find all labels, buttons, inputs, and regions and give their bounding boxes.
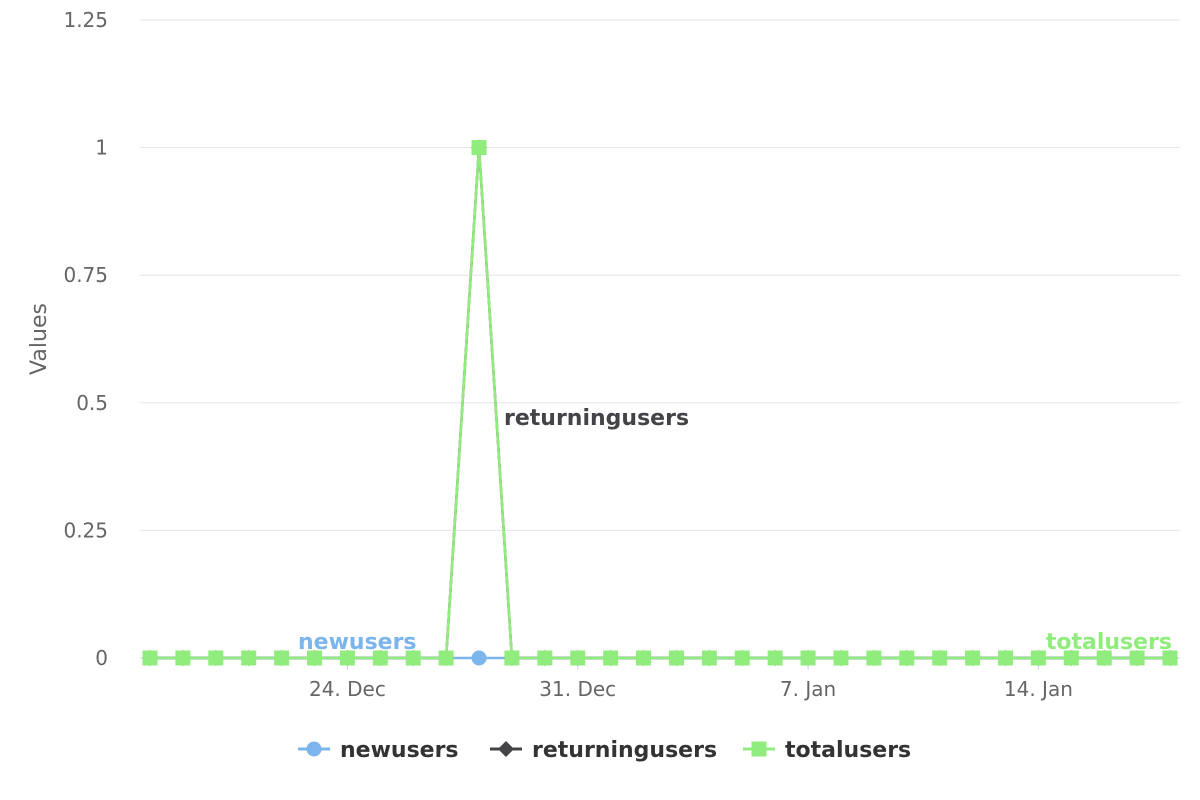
data-point-totalusers xyxy=(800,650,816,666)
data-point-totalusers xyxy=(208,650,224,666)
data-point-totalusers xyxy=(570,650,586,666)
data-point-totalusers xyxy=(701,650,717,666)
data-point-totalusers xyxy=(438,650,454,666)
data-point-totalusers xyxy=(339,650,355,666)
y-tick-label: 0.25 xyxy=(63,518,108,542)
data-point-totalusers xyxy=(1030,650,1046,666)
data-point-totalusers xyxy=(997,650,1013,666)
data-point-totalusers xyxy=(372,650,388,666)
legend-marker-newusers xyxy=(306,741,322,757)
series-labels: newusers returningusers totalusers xyxy=(298,406,1172,655)
series-totalusers xyxy=(142,140,1178,666)
y-axis: Values 0 0.25 0.5 0.75 1 1.25 xyxy=(27,8,108,670)
data-point-totalusers xyxy=(767,650,783,666)
x-tick-label: 31. Dec xyxy=(539,677,616,701)
legend-label-newusers: newusers xyxy=(340,738,459,763)
legend-label-totalusers: totalusers xyxy=(785,738,911,763)
data-point-newusers xyxy=(471,650,487,666)
data-point-totalusers xyxy=(1162,650,1178,666)
y-axis-title: Values xyxy=(27,303,52,375)
legend-item-newusers[interactable]: newusers xyxy=(298,738,459,763)
y-tick-label: 0.5 xyxy=(76,391,108,415)
data-point-totalusers xyxy=(965,650,981,666)
x-axis: 24. Dec 31. Dec 7. Jan 14. Jan xyxy=(140,657,1180,701)
data-point-totalusers xyxy=(1063,650,1079,666)
data-point-totalusers xyxy=(636,650,652,666)
data-point-totalusers xyxy=(274,650,290,666)
data-point-totalusers xyxy=(833,650,849,666)
series-label-newusers: newusers xyxy=(298,630,417,655)
data-point-totalusers xyxy=(142,650,158,666)
data-point-totalusers xyxy=(405,650,421,666)
legend: newusers returningusers totalusers xyxy=(298,738,911,763)
series-area xyxy=(142,139,1178,666)
x-tick-label: 14. Jan xyxy=(1004,677,1073,701)
data-point-totalusers xyxy=(668,650,684,666)
x-tick-label: 24. Dec xyxy=(309,677,386,701)
series-label-returningusers: returningusers xyxy=(504,406,689,431)
data-point-totalusers xyxy=(537,650,553,666)
grid xyxy=(140,19,1180,659)
y-tick-label: 0.75 xyxy=(63,263,108,287)
data-point-totalusers xyxy=(734,650,750,666)
data-point-totalusers xyxy=(175,650,191,666)
legend-item-returningusers[interactable]: returningusers xyxy=(490,738,717,763)
data-point-totalusers xyxy=(866,650,882,666)
data-point-totalusers xyxy=(1096,650,1112,666)
data-point-totalusers xyxy=(504,650,520,666)
legend-marker-totalusers xyxy=(751,741,767,757)
y-tick-label: 1.25 xyxy=(63,8,108,32)
series-label-totalusers: totalusers xyxy=(1046,630,1172,655)
data-point-totalusers xyxy=(471,140,487,156)
y-tick-label: 0 xyxy=(95,646,108,670)
data-point-totalusers xyxy=(307,650,323,666)
x-tick-label: 7. Jan xyxy=(780,677,836,701)
legend-marker-returningusers xyxy=(498,741,514,757)
data-point-totalusers xyxy=(932,650,948,666)
data-point-totalusers xyxy=(241,650,257,666)
data-point-totalusers xyxy=(1129,650,1145,666)
legend-item-totalusers[interactable]: totalusers xyxy=(743,738,911,763)
data-point-totalusers xyxy=(603,650,619,666)
data-point-totalusers xyxy=(899,650,915,666)
legend-label-returningusers: returningusers xyxy=(532,738,717,763)
y-tick-label: 1 xyxy=(95,136,108,160)
